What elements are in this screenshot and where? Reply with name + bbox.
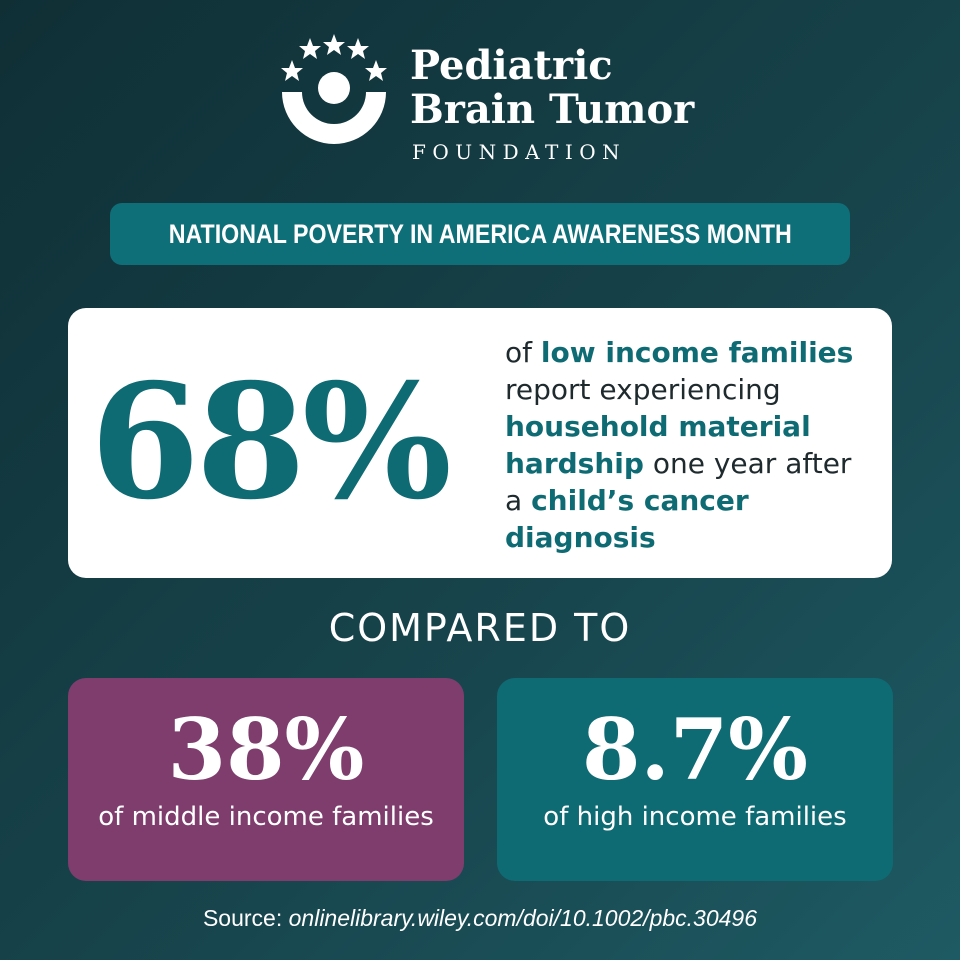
main-stat-card: 68% of low income families report experi… bbox=[68, 308, 892, 578]
comparison-heading: COMPARED TO bbox=[328, 606, 632, 650]
comparison-value: 38% bbox=[167, 700, 365, 799]
comparison-card: 8.7% of high income families bbox=[497, 678, 893, 881]
comparison-card: 38% of middle income families bbox=[68, 678, 464, 881]
banner: NATIONAL POVERTY IN AMERICA AWARENESS MO… bbox=[110, 203, 850, 265]
main-stat-description: of low income families report experienci… bbox=[505, 334, 875, 556]
source-link: onlinelibrary.wiley.com/doi/10.1002/pbc.… bbox=[288, 905, 758, 931]
description-text: of bbox=[505, 336, 541, 369]
comparison-label: of middle income families bbox=[98, 802, 434, 832]
logo-text: Brain Tumor bbox=[410, 86, 695, 133]
description-text: report experiencing bbox=[505, 373, 781, 406]
logo-subtext: FOUNDATION bbox=[412, 140, 627, 164]
main-stat-value: 68% bbox=[90, 350, 452, 535]
emphasis-text: child’s cancer diagnosis bbox=[505, 484, 749, 554]
description-text: one year after a bbox=[505, 447, 852, 517]
comparison-value: 8.7% bbox=[582, 700, 808, 799]
source-prefix: Source: bbox=[202, 905, 289, 931]
emphasis-text: household material hardship bbox=[505, 410, 811, 480]
banner-text: NATIONAL POVERTY IN AMERICA AWARENESS MO… bbox=[168, 218, 792, 249]
logo-text: Pediatric bbox=[410, 42, 613, 89]
logo-mark bbox=[281, 34, 387, 144]
emphasis-text: low income families bbox=[540, 336, 854, 369]
source: Source: onlinelibrary.wiley.com/doi/10.1… bbox=[0, 905, 960, 932]
comparison-label: of high income families bbox=[543, 802, 847, 832]
